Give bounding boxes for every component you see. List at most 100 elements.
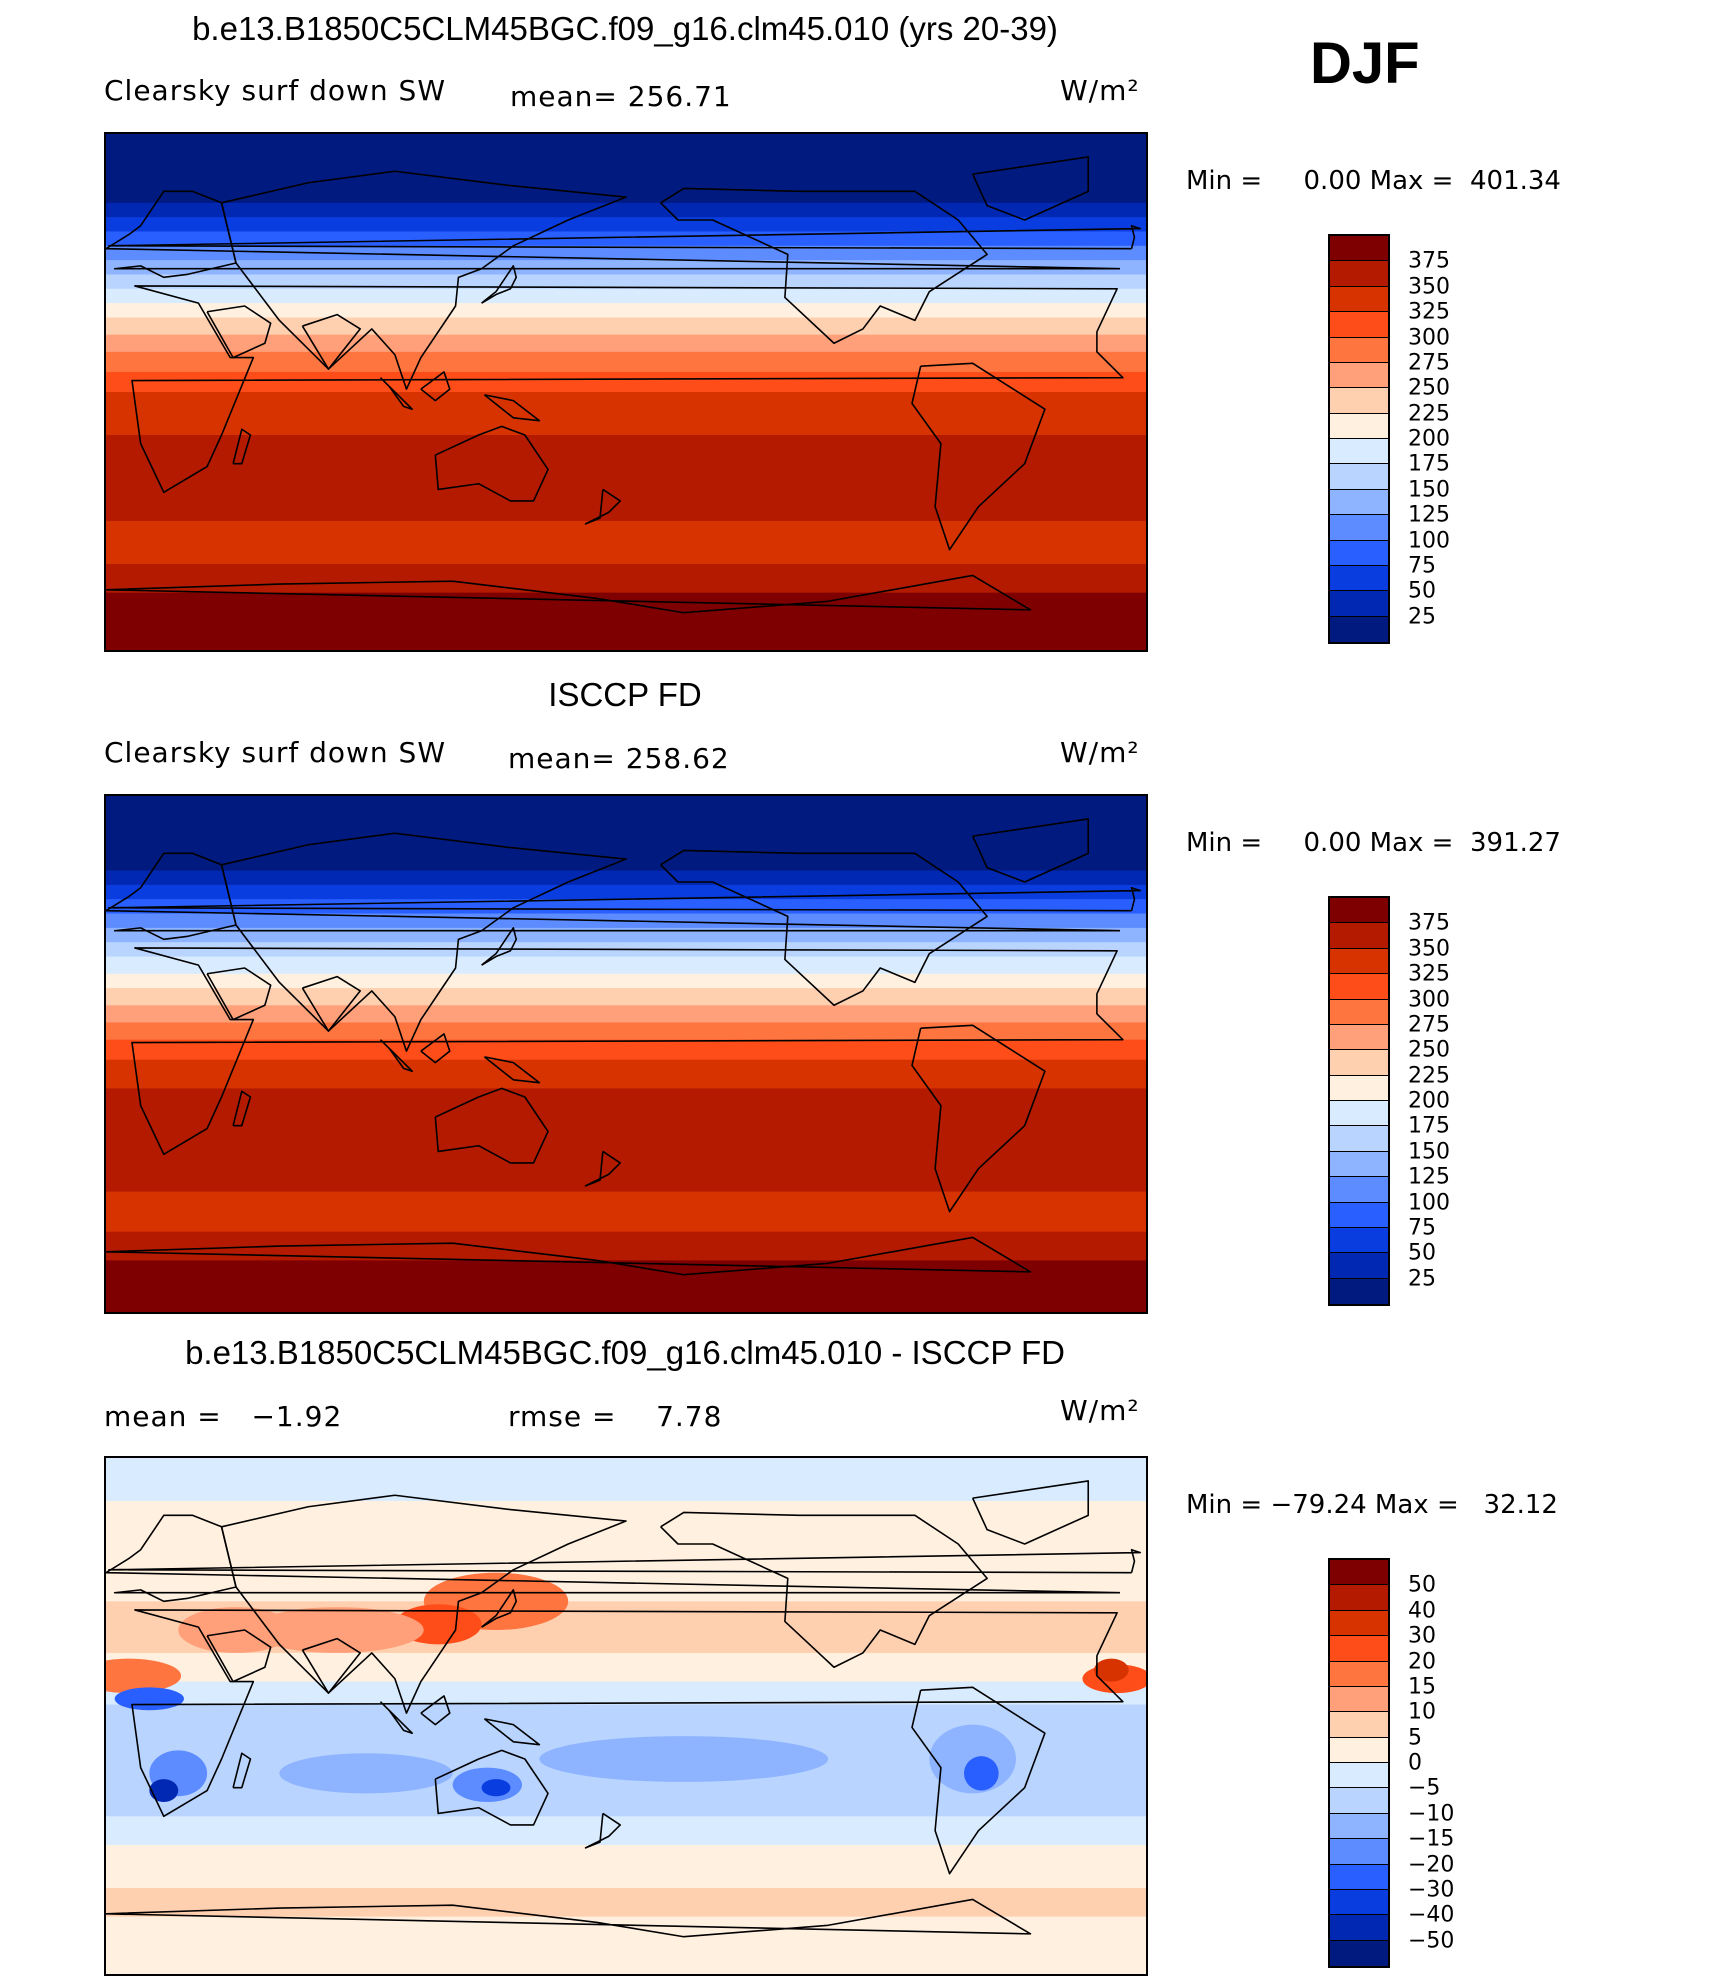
colorbar-swatch: [1330, 1737, 1388, 1763]
field-band: [106, 1916, 1146, 1974]
panel-3-units: W/m²: [1060, 1394, 1140, 1427]
panel-1-units: W/m²: [1060, 74, 1140, 107]
colorbar-tick-label: −20: [1408, 1852, 1455, 1877]
colorbar-swatch: [1330, 1915, 1388, 1941]
colorbar-tick-label: 375: [1408, 248, 1450, 274]
coastline-europe: [106, 852, 1121, 941]
colorbar-swatch: [1330, 616, 1388, 642]
field-band: [106, 884, 1146, 901]
colorbar-swatch: [1330, 1636, 1388, 1662]
colorbar-swatch: [1330, 286, 1388, 313]
colorbar-tick-label: 150: [1408, 477, 1450, 503]
colorbar-swatch: [1330, 591, 1388, 617]
coastline-north-america: [660, 1511, 988, 1669]
panel-2-variable: Clearsky surf down SW: [104, 736, 447, 769]
colorbar-tick-label: 100: [1408, 1190, 1450, 1215]
coastline-japan: [481, 1589, 518, 1628]
field-band: [106, 334, 1146, 353]
field-band: [106, 927, 1146, 944]
coastline-africa: [131, 285, 1124, 494]
coastline-madagascar: [232, 1752, 252, 1789]
coastline-madagascar: [232, 428, 252, 465]
field-band: [106, 1888, 1146, 1918]
coastline-antarctica: [106, 1898, 1032, 1938]
colorbar-tick-label: 200: [1408, 426, 1450, 452]
colorbar-swatch: [1330, 1585, 1388, 1611]
field-band: [106, 231, 1146, 247]
panel-2-map: [104, 794, 1148, 1314]
colorbar-swatch: [1330, 540, 1388, 566]
colorbar-swatch: [1330, 1227, 1388, 1254]
colorbar-swatch: [1330, 974, 1388, 1000]
panel-2-mean: mean= 258.62: [508, 742, 730, 775]
colorbar-tick-label: 25: [1408, 1266, 1436, 1292]
colorbar-swatch: [1330, 1661, 1388, 1687]
colorbar-swatch: [1330, 1101, 1388, 1127]
field-band: [106, 1845, 1146, 1889]
coastline-europe: [106, 1514, 1121, 1603]
colorbar-swatch: [1330, 898, 1388, 924]
colorbar-swatch: [1330, 312, 1388, 338]
coastline-new-zealand: [584, 488, 622, 525]
anomaly-patch: [539, 1736, 829, 1782]
panel-2-min-max: Min = 0.00 Max = 391.27: [1186, 828, 1561, 858]
panel-1-field: [106, 134, 1146, 650]
coastline-south-america: [911, 362, 1046, 551]
coastline-antarctica: [106, 574, 1032, 614]
colorbar-tick-label: 50: [1408, 1572, 1436, 1598]
field-band: [106, 245, 1146, 262]
panel-1-min-max: Min = 0.00 Max = 401.34: [1186, 166, 1561, 196]
colorbar-tick-label: 50: [1408, 578, 1436, 604]
anomaly-patch: [481, 1779, 511, 1797]
season-label: DJF: [1310, 31, 1420, 96]
colorbar-tick-label: −50: [1408, 1928, 1455, 1954]
field-band: [106, 1191, 1146, 1233]
anomaly-patch: [279, 1753, 453, 1794]
panel-1-coastlines: [106, 156, 1142, 614]
panel-2-title: ISCCP FD: [548, 676, 702, 713]
coastline-uk: [108, 224, 1142, 250]
colorbar-swatch: [1330, 236, 1388, 262]
coastline-australia: [434, 1087, 549, 1164]
coastline-south-america: [911, 1686, 1046, 1875]
panel-3-title: b.e13.B1850C5CLM45BGC.f09_g16.clm45.010 …: [185, 1334, 1065, 1371]
coastline-uk: [108, 886, 1142, 912]
colorbar-swatch: [1330, 388, 1388, 414]
coastline-india: [301, 1637, 362, 1694]
coastline-europe: [106, 190, 1121, 279]
colorbar-swatch: [1330, 1253, 1388, 1279]
colorbar-swatch: [1330, 1075, 1388, 1101]
field-band: [106, 351, 1146, 373]
colorbar-tick-label: 225: [1408, 1063, 1450, 1089]
coastline-sumatra: [379, 1701, 414, 1735]
field-band: [106, 1260, 1146, 1312]
colorbar-tick-label: 25: [1408, 604, 1436, 630]
colorbar-tick-label: −15: [1408, 1826, 1455, 1852]
field-band: [106, 1501, 1146, 1603]
colorbar-tick-label: 5: [1408, 1725, 1422, 1751]
field-band: [106, 435, 1146, 522]
colorbar-tick-label: 225: [1408, 401, 1450, 427]
colorbar-swatch: [1330, 489, 1388, 516]
coastline-madagascar: [232, 1090, 252, 1127]
coastline-greenland: [971, 156, 1090, 221]
field-band: [106, 1005, 1146, 1024]
colorbar-tick-label: 75: [1408, 553, 1436, 579]
colorbar-tick-label: −5: [1408, 1775, 1441, 1801]
coastline-greenland: [971, 818, 1090, 883]
field-band: [106, 564, 1146, 594]
field-band: [106, 392, 1146, 436]
colorbar-tick-label: 150: [1408, 1139, 1450, 1165]
panel-2-coastlines: [106, 818, 1142, 1276]
colorbar-swatch: [1330, 1151, 1388, 1178]
panel-1-colorbar: [1328, 234, 1390, 644]
colorbar-tick-label: 125: [1408, 502, 1450, 528]
colorbar-swatch: [1330, 948, 1388, 975]
field-band: [106, 1652, 1146, 1683]
coastline-new-guinea: [483, 1718, 541, 1746]
field-band: [106, 202, 1146, 219]
colorbar-swatch: [1330, 464, 1388, 490]
colorbar-tick-label: 275: [1408, 1012, 1450, 1038]
anomaly-patch: [149, 1779, 179, 1802]
anomaly-patch: [106, 1658, 182, 1694]
